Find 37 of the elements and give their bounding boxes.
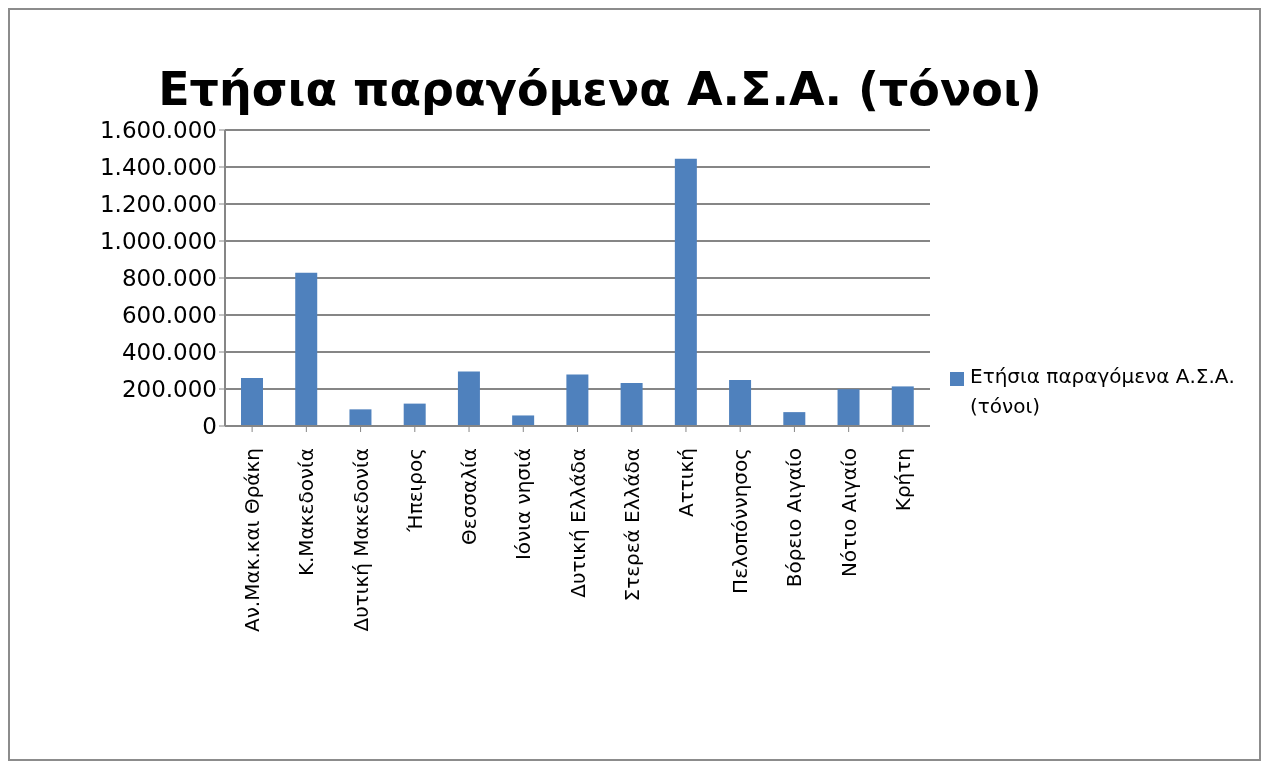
x-tick-label: Δυτική Ελλάδα [565,448,590,598]
y-tick-label: 600.000 [121,302,217,329]
bar [241,377,263,426]
bar [783,412,806,426]
x-tick-label: Θεσσαλία [457,448,482,545]
x-tick-label: Κρήτη [890,448,915,512]
x-tick-label: Πελοπόννησος [728,448,753,594]
legend-label: Ετήσια παραγόμενα Α.Σ.Α. (τόνοι) [970,363,1236,420]
bar [566,374,589,426]
x-tick-label: Αν.Μακ.και Θράκη [240,448,265,632]
bar [674,158,697,426]
x-tick-label: Κ.Μακεδονία [294,448,319,577]
bar [403,403,426,426]
x-tick-label: Στερεά Ελλάδα [619,448,644,602]
chart-title: Ετήσια παραγόμενα Α.Σ.Α. (τόνοι) [157,62,1043,116]
bar [512,415,535,426]
bar [457,371,480,426]
x-tick-label: Ιόνια νησιά [511,448,536,561]
y-tick-label: 1.600.000 [99,117,217,144]
y-tick-label: 1.000.000 [99,228,217,255]
bar [837,389,860,426]
x-tick-label: Αττική [673,448,698,517]
y-tick-label: 200.000 [121,376,217,403]
bar [620,383,643,426]
y-tick-label: 800.000 [121,265,217,292]
bar [295,272,318,426]
y-tick-label: 400.000 [121,339,217,366]
y-tick-label: 0 [202,413,217,440]
bar [891,386,914,426]
x-tick-label: Ήπειρος [402,448,427,533]
bar [729,380,752,426]
y-tick-label: 1.400.000 [99,154,217,181]
y-tick-label: 1.200.000 [99,191,217,218]
x-tick-label: Βόρειο Αιγαίο [782,448,807,588]
bar [349,409,372,426]
x-tick-label: Δυτική Μακεδονία [348,448,373,632]
x-tick-label: Νότιο Αιγαίο [836,448,861,578]
